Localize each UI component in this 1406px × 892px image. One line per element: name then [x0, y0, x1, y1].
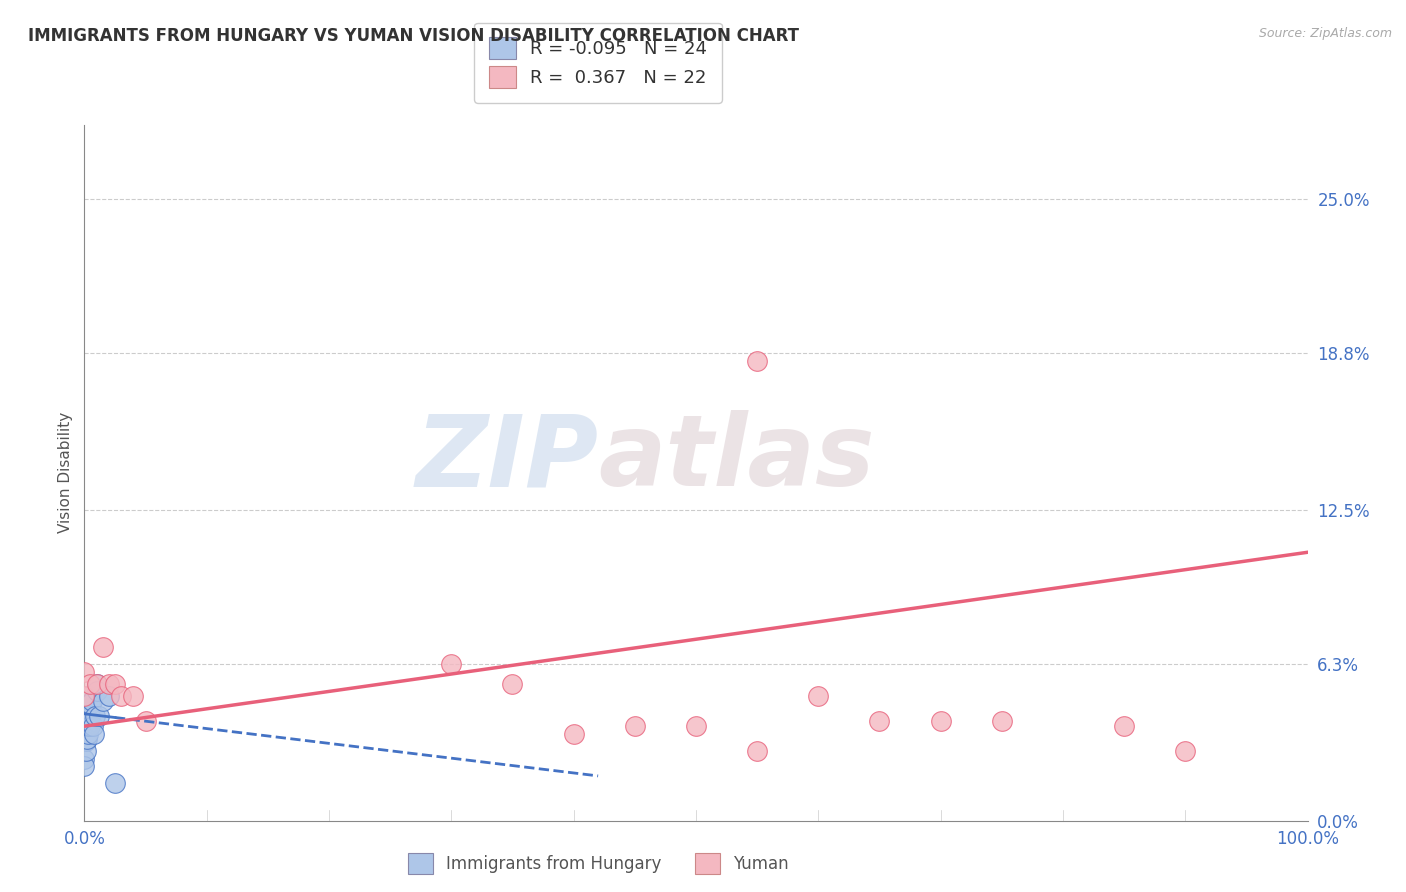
- Text: IMMIGRANTS FROM HUNGARY VS YUMAN VISION DISABILITY CORRELATION CHART: IMMIGRANTS FROM HUNGARY VS YUMAN VISION …: [28, 27, 799, 45]
- Text: atlas: atlas: [598, 410, 875, 508]
- Point: [135, 714, 157, 729]
- Text: ZIP: ZIP: [415, 410, 598, 508]
- Point: [110, 690, 132, 704]
- Point: [77, 726, 100, 740]
- Point: [73, 751, 96, 765]
- Point: [929, 714, 952, 729]
- Point: [747, 744, 769, 758]
- Point: [79, 677, 101, 691]
- Point: [501, 677, 523, 691]
- Point: [440, 657, 463, 671]
- Point: [807, 690, 830, 704]
- Point: [97, 677, 120, 691]
- Point: [80, 694, 103, 708]
- Point: [624, 719, 647, 733]
- Point: [86, 677, 108, 691]
- Point: [84, 709, 107, 723]
- Point: [91, 640, 114, 654]
- Text: Source: ZipAtlas.com: Source: ZipAtlas.com: [1258, 27, 1392, 40]
- Point: [104, 776, 127, 790]
- Point: [76, 709, 98, 723]
- Point: [83, 726, 105, 740]
- Point: [87, 709, 110, 723]
- Point: [747, 354, 769, 368]
- Point: [86, 684, 108, 698]
- Point: [77, 706, 100, 721]
- Point: [562, 726, 585, 740]
- Point: [97, 690, 120, 704]
- Point: [869, 714, 891, 729]
- Point: [73, 690, 96, 704]
- Point: [79, 709, 101, 723]
- Y-axis label: Vision Disability: Vision Disability: [58, 412, 73, 533]
- Point: [79, 719, 101, 733]
- Point: [685, 719, 707, 733]
- Point: [76, 731, 98, 746]
- Point: [77, 690, 100, 704]
- Point: [73, 665, 96, 679]
- Point: [86, 677, 108, 691]
- Legend: Immigrants from Hungary, Yuman: Immigrants from Hungary, Yuman: [399, 845, 797, 882]
- Point: [75, 744, 97, 758]
- Point: [104, 677, 127, 691]
- Point: [76, 719, 98, 733]
- Point: [82, 719, 104, 733]
- Point: [1114, 719, 1136, 733]
- Point: [79, 697, 101, 711]
- Point: [990, 714, 1012, 729]
- Point: [75, 734, 97, 748]
- Point: [1174, 744, 1197, 758]
- Point: [73, 759, 96, 773]
- Point: [91, 694, 114, 708]
- Point: [77, 719, 100, 733]
- Point: [122, 690, 145, 704]
